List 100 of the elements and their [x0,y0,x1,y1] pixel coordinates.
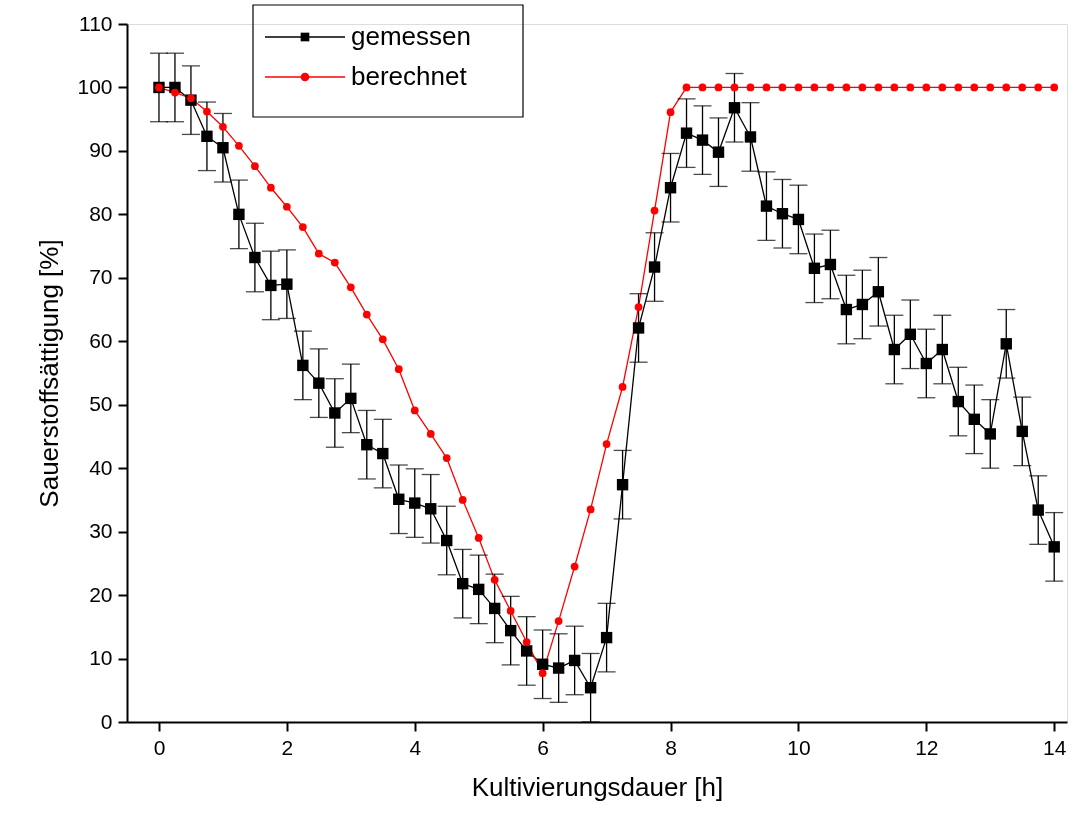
x-tick-label: 14 [1043,735,1067,759]
point [1048,541,1060,553]
point [298,223,307,231]
x-tick-label: 8 [665,735,677,759]
x-tick-label: 6 [537,735,549,759]
point [267,183,275,192]
point [329,407,341,419]
point [634,303,643,311]
x-tick-label: 10 [787,735,811,759]
point [842,83,851,92]
y-tick-label: 70 [89,265,113,289]
point [217,142,229,154]
point [265,279,277,292]
point [393,493,405,505]
point [410,406,419,415]
point [314,249,323,258]
point [282,202,291,211]
point [313,377,325,389]
point [920,357,933,370]
point [872,286,885,298]
point [409,497,421,509]
y-tick-label: 50 [89,392,113,416]
point [810,83,819,92]
point [536,658,549,670]
point [552,662,565,674]
legend-label: berechnet [351,61,468,91]
y-tick-label: 10 [89,646,113,670]
point [1000,338,1012,350]
x-tick-label: 2 [281,735,294,759]
point [1002,83,1011,92]
point [746,83,755,92]
point [952,395,964,408]
y-tick-label: 60 [89,328,113,352]
point [201,130,213,143]
point [954,83,963,92]
point [297,359,309,372]
point [856,298,869,311]
y-axis-title: Sauerstoffsättigung [%] [34,239,65,508]
point [858,83,867,92]
x-tick-label: 12 [915,735,939,759]
point [698,83,707,92]
point [441,534,453,547]
point [986,83,995,92]
point [680,127,693,139]
point [890,83,899,92]
point [584,682,597,694]
point [778,83,787,92]
point [504,624,517,637]
point [586,505,595,514]
point [473,583,485,596]
point [648,261,661,273]
point [984,428,996,440]
point [249,251,261,264]
point [1032,504,1044,516]
point [457,577,469,590]
y-tick-label: 0 [100,709,113,733]
point [520,645,533,657]
point [281,278,293,290]
point [794,83,803,92]
x-axis-title: Kultivierungsdauer [h] [471,771,724,802]
point [712,146,725,158]
point [458,496,467,504]
point [602,440,611,448]
point [377,447,389,460]
point [425,503,437,515]
point [618,383,627,391]
point [522,638,531,646]
point [1016,425,1028,438]
point [1018,83,1027,92]
y-tick-label: 40 [89,455,113,479]
point [426,430,435,438]
point [874,83,883,92]
point [233,208,245,221]
point [840,303,853,316]
point [728,102,741,114]
point [808,262,821,274]
y-tick-label: 80 [89,201,113,225]
point [936,343,949,356]
point [714,83,723,92]
point [474,534,483,542]
point [632,322,645,334]
point [650,206,659,215]
point [570,562,579,571]
point [568,654,581,667]
point [776,208,789,220]
y-tick-label: 110 [79,11,113,35]
y-tick-label: 90 [89,138,113,162]
point [554,617,563,625]
x-tick-label: 4 [409,735,422,759]
point [600,631,613,644]
point [730,83,739,92]
point [906,83,915,92]
point [938,83,947,92]
point [362,310,371,319]
point [970,83,979,92]
point [744,131,757,143]
point [824,258,837,271]
point [488,602,501,615]
point [203,107,211,116]
point [922,83,931,92]
